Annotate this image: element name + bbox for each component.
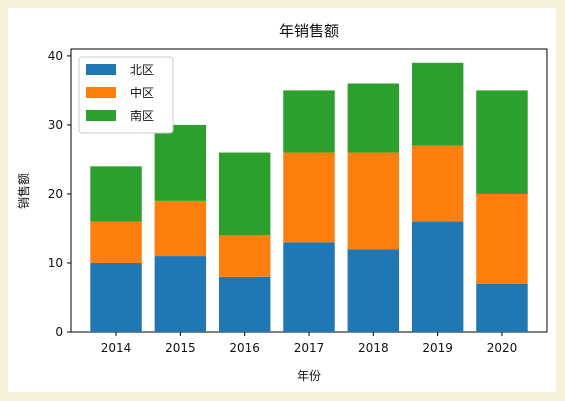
bar-2014-series-0: [90, 262, 142, 332]
bar-2016-series-1: [218, 235, 271, 277]
bar-2018-series-1: [347, 152, 400, 250]
x-tick-label: 2017: [294, 341, 325, 355]
legend-swatch-0: [86, 64, 116, 75]
bar-2018-series-0: [347, 249, 400, 332]
bar-2020-series-2: [476, 90, 528, 194]
bar-2017-series-1: [283, 152, 335, 243]
bar-group: [90, 62, 528, 332]
stacked-bar-chart: 年销售额 年份 销售额 2014 2015 2016 2017 2018 2019 2020…: [16, 22, 548, 383]
bar-2016-series-0: [218, 276, 271, 332]
bar-2020-series-1: [476, 193, 528, 284]
chart-frame: 年销售额 年份 销售额 2014 2015 2016 2017 2018 2019 2020…: [8, 8, 556, 392]
legend-label-1: 中区: [130, 85, 154, 100]
x-tick-label: 2015: [165, 341, 196, 355]
y-tick-label: 0: [55, 325, 63, 339]
y-tick-label: 20: [48, 187, 63, 201]
x-ticks: 2014 2015 2016 2017 2018 2019 2020: [101, 332, 517, 355]
bar-2019-series-2: [411, 62, 464, 146]
legend-swatch-2: [86, 110, 116, 121]
bar-2017-series-2: [283, 90, 335, 153]
legend-label-2: 南区: [130, 108, 154, 123]
x-tick-label: 2020: [487, 341, 518, 355]
legend-swatch-1: [86, 87, 116, 98]
y-tick-label: 40: [48, 49, 63, 63]
x-tick-label: 2016: [229, 341, 260, 355]
y-tick-label: 10: [48, 256, 63, 270]
bar-2015-series-2: [154, 124, 207, 201]
bar-2015-series-1: [154, 200, 207, 257]
bar-2014-series-1: [90, 221, 142, 263]
bar-2019-series-0: [411, 221, 464, 332]
chart-title: 年销售额: [279, 22, 339, 40]
x-tick-label: 2018: [358, 341, 389, 355]
bar-2018-series-2: [347, 83, 400, 153]
y-axis-label: 销售额: [16, 173, 31, 209]
bar-2017-series-0: [283, 242, 335, 332]
x-tick-label: 2014: [101, 341, 132, 355]
bar-2019-series-1: [411, 145, 464, 222]
y-ticks: 0 10 20 30 40: [48, 49, 71, 339]
y-tick-label: 30: [48, 118, 63, 132]
bar-2015-series-0: [154, 256, 207, 332]
bar-2016-series-2: [218, 152, 271, 236]
x-tick-label: 2019: [422, 341, 453, 355]
bar-2020-series-0: [476, 283, 528, 332]
legend-label-0: 北区: [130, 63, 154, 77]
bar-2014-series-2: [90, 166, 142, 222]
x-axis-label: 年份: [297, 369, 321, 383]
